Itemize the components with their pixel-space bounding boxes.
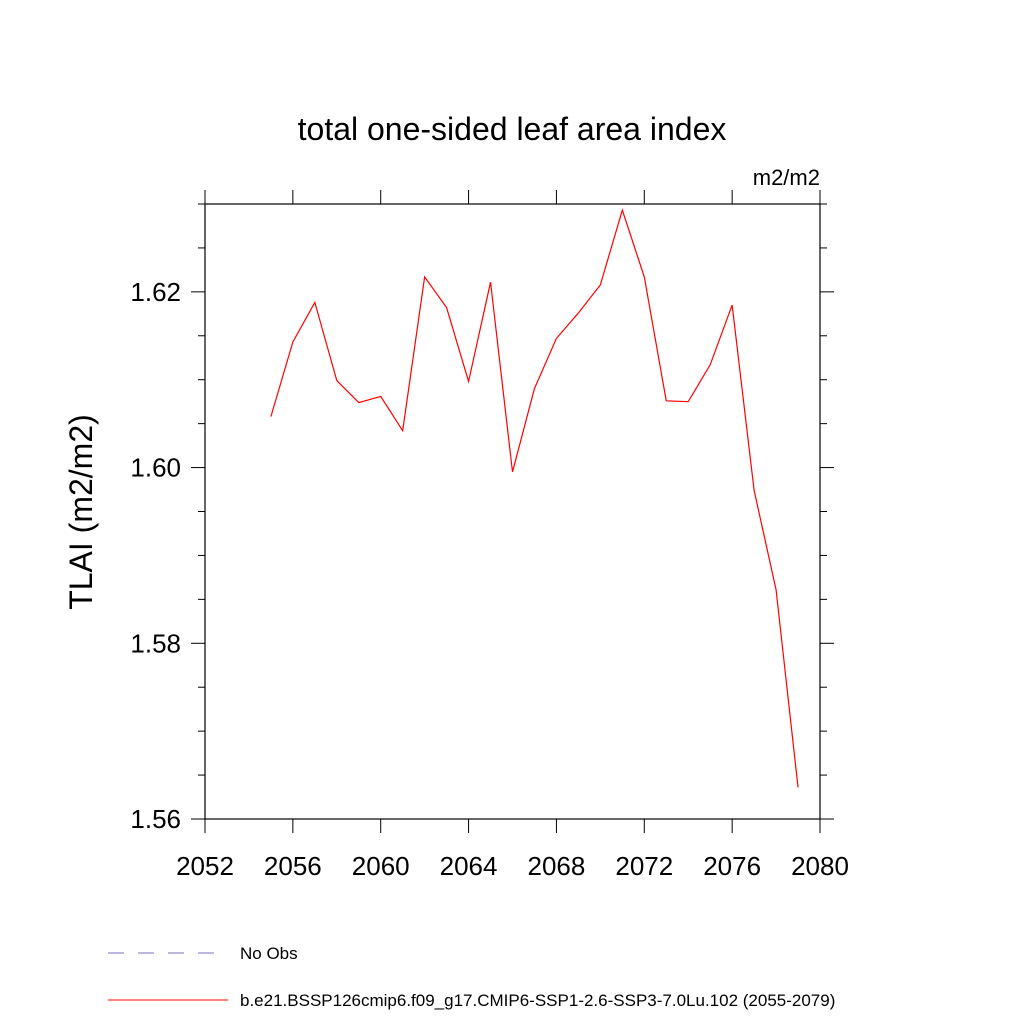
x-tick-label: 2080 xyxy=(791,851,849,881)
x-tick-label: 2052 xyxy=(176,851,234,881)
series-line-0 xyxy=(270,208,799,788)
x-tick-label: 2060 xyxy=(352,851,410,881)
y-tick-label: 1.56 xyxy=(130,804,181,834)
tick-labels: 2052 2056 2060 2064 2068 2072 2076 2080 1.56 1.58… xyxy=(130,277,849,881)
plot-frame xyxy=(204,203,821,820)
axis-ticks xyxy=(191,190,834,833)
plot-border xyxy=(204,203,821,820)
legend-label-1: b.e21.BSSP126cmip6.f09_g17.CMIP6-SSP1-2.… xyxy=(240,991,835,1010)
legend: No Obs b.e21.BSSP126cmip6.f09_g17.CMIP6-S… xyxy=(108,944,835,1010)
legend-label-0: No Obs xyxy=(240,944,298,963)
x-tick-label: 2056 xyxy=(264,851,322,881)
series-lines xyxy=(270,208,799,788)
y-tick-label: 1.60 xyxy=(130,453,181,483)
chart-title: total one-sided leaf area index xyxy=(298,111,727,147)
x-tick-label: 2072 xyxy=(615,851,673,881)
y-tick-label: 1.58 xyxy=(130,628,181,658)
y-tick-label: 1.62 xyxy=(130,277,181,307)
x-tick-label: 2068 xyxy=(528,851,586,881)
x-tick-label: 2064 xyxy=(440,851,498,881)
x-tick-label: 2076 xyxy=(703,851,761,881)
y-axis-label: TLAI (m2/m2) xyxy=(63,414,99,610)
units-label: m2/m2 xyxy=(753,165,820,190)
